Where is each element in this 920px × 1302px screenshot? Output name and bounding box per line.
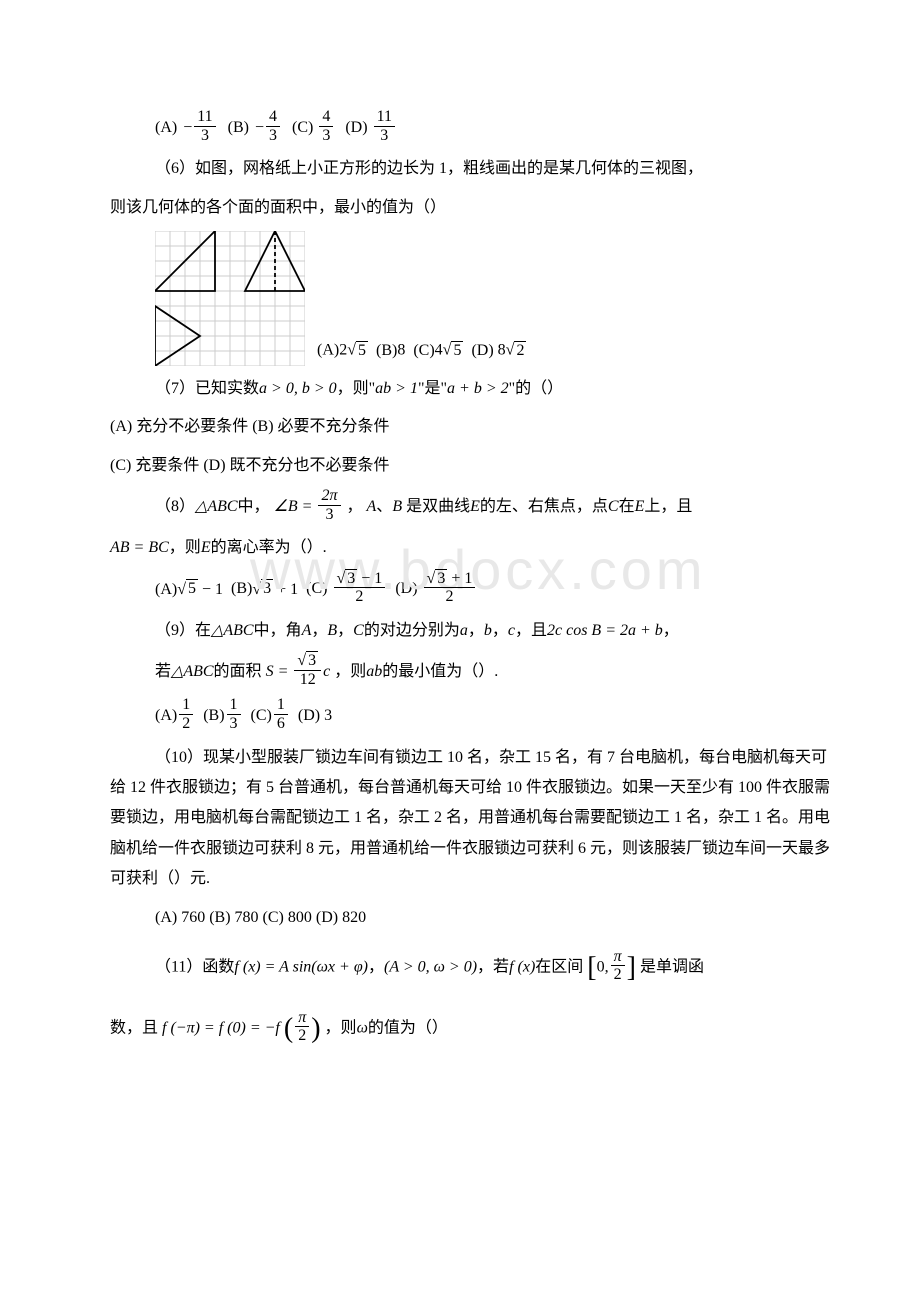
q11-line2: 数，且 f (−π) = f (0) = −f (π2) ，则ω的值为（） — [110, 1002, 830, 1055]
q11-line1: （11）函数f (x) = A sin(ωx + φ)，(A > 0, ω > … — [110, 941, 830, 994]
q7-opts-ab: (A) 充分不必要条件 (B) 必要不充分条件 — [110, 412, 830, 442]
q10-text: （10）现某小型服装厂锁边车间有锁边工 10 名，杂工 15 名，有 7 台电脑… — [110, 743, 830, 895]
q9-options: (A)12 (B)13 (C)16 (D) 3 — [110, 698, 830, 734]
opt-d-label: (D) — [345, 119, 367, 136]
q5-options: (A) −113 (B) −43 (C) 43 (D) 113 — [110, 110, 830, 146]
q9-line2: 若△ABC的面积 S = √312c ，则ab的最小值为（）. — [110, 654, 830, 690]
q8-options: (A)√5 − 1 (B)√3 + 1 (C) √3 − 12 (D) √3 +… — [110, 572, 830, 608]
q6-line1: （6）如图，网格纸上小正方形的边长为 1，粗线画出的是某几何体的三视图， — [110, 154, 830, 184]
q9-line1: （9）在△ABC中，角A，B，C的对边分别为a，b，c，且2c cos B = … — [110, 616, 830, 646]
opt-a-label: (A) — [155, 119, 177, 136]
opt-c-label: (C) — [292, 119, 313, 136]
q8-line1: （8）△ABC中， ∠B = 2π3 ， A、B 是双曲线E的左、右焦点，点C在… — [110, 489, 830, 525]
q8-line2: AB = BC，则E的离心率为（）. — [110, 533, 830, 563]
q6-line2: 则该几何体的各个面的面积中，最小的值为（） — [110, 193, 830, 223]
q7-opts-cd: (C) 充要条件 (D) 既不充分也不必要条件 — [110, 451, 830, 481]
grid-lines — [155, 231, 305, 366]
three-view-figure — [155, 231, 305, 366]
opt-b-label: (B) — [228, 119, 249, 136]
q6-figure-line: (A)2√5 (B)8 (C)4√5 (D) 8√2 — [110, 231, 830, 366]
q7-line: （7）已知实数a > 0, b > 0，则"ab > 1"是"a + b > 2… — [110, 374, 830, 404]
q10-options: (A) 760 (B) 780 (C) 800 (D) 820 — [110, 903, 830, 933]
